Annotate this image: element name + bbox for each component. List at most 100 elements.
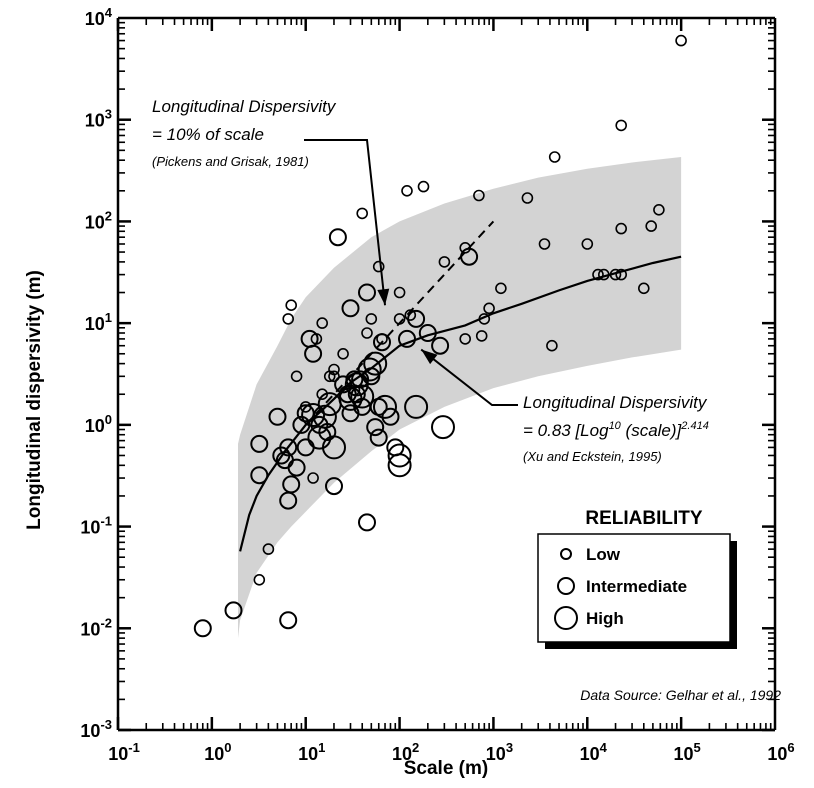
data-point-low <box>615 268 628 281</box>
data-point-intermediate <box>325 477 343 496</box>
data-point-low <box>483 302 495 315</box>
data-point-high <box>363 351 388 376</box>
fit-arrow-head <box>421 349 438 365</box>
annotation-fit-eq-pre: = 0.83 [Log <box>523 421 609 440</box>
data-point-low <box>495 282 507 295</box>
data-point-low <box>548 151 561 163</box>
tick-labels: 10-1 100 101 102 103 104 105 10610-310-210-1100… <box>80 5 794 764</box>
data-points <box>193 34 687 638</box>
data-point-low <box>328 363 340 376</box>
data-point-intermediate <box>418 324 437 342</box>
y-tick-label-exp: 0 <box>105 412 112 427</box>
data-point-intermediate <box>318 423 337 441</box>
data-point-low <box>581 238 594 250</box>
legend-marker-high <box>554 606 578 630</box>
data-point-low <box>653 204 665 216</box>
y-tick-label-base: 10 <box>85 111 105 131</box>
data-point-low <box>459 333 472 345</box>
x-tick-label-base: 10 <box>108 744 128 764</box>
x-axis-title: Scale (m) <box>404 758 488 779</box>
data-point-intermediate <box>334 375 353 394</box>
tick-marks <box>116 18 775 732</box>
data-point-intermediate <box>358 513 376 532</box>
y-tick-label-exp: 3 <box>105 107 112 122</box>
data-point-high <box>350 384 375 409</box>
ten-percent-arrow-line <box>304 139 387 306</box>
data-point-intermediate <box>341 299 360 318</box>
x-tick-label-exp: 0 <box>224 740 231 755</box>
legend-label-high: High <box>586 609 624 628</box>
legend-items: Low Intermediate High <box>554 545 687 630</box>
y-tick-label-base: 10 <box>85 212 105 232</box>
data-point-intermediate <box>341 404 360 423</box>
data-point-low <box>438 256 451 268</box>
data-point-intermediate <box>250 434 269 453</box>
data-point-low <box>282 313 295 325</box>
annotation-ten-percent-line1: Longitudinal Dispersivity <box>152 97 337 116</box>
x-tick-label-base: 10 <box>486 744 506 764</box>
data-point-high <box>373 394 397 419</box>
x-tick-label-base: 10 <box>767 744 787 764</box>
data-point-low <box>592 268 604 281</box>
data-point-low <box>478 313 491 325</box>
data-point-high <box>404 394 429 419</box>
x-tick-label: 104 <box>580 740 608 764</box>
data-point-low <box>307 472 319 484</box>
data-point-low <box>546 339 558 352</box>
x-tick-label-base: 10 <box>392 744 412 764</box>
data-point-high <box>312 404 337 429</box>
y-tick-label: 100 <box>85 412 112 436</box>
x-tick-label: 101 <box>298 740 325 764</box>
data-point-low <box>417 180 430 193</box>
data-point-intermediate <box>250 466 269 485</box>
data-point-low <box>538 238 551 250</box>
legend-title: RELIABILITY <box>585 508 702 529</box>
x-tick-label-exp: 3 <box>506 740 513 755</box>
data-point-intermediate <box>366 418 385 437</box>
data-point-intermediate <box>282 475 301 494</box>
y-tick-label-base: 10 <box>80 721 100 741</box>
data-point-low <box>597 268 610 281</box>
y-tick-label: 103 <box>85 107 112 131</box>
data-point-intermediate <box>224 601 243 620</box>
data-point-low <box>290 370 303 383</box>
x-tick-label-exp: 6 <box>787 740 794 755</box>
data-point-intermediate <box>328 228 347 247</box>
x-tick-label: 100 <box>204 740 231 764</box>
data-point-low <box>316 317 329 329</box>
data-point-low <box>393 313 406 325</box>
x-tick-label-base: 10 <box>580 744 600 764</box>
annotation-ten-percent-line2: = 10% of scale <box>152 125 264 144</box>
data-point-low <box>337 347 349 360</box>
legend-label-intermediate: Intermediate <box>586 577 687 596</box>
data-point-low <box>609 268 622 281</box>
data-point-low <box>372 260 385 273</box>
data-point-high <box>301 403 326 427</box>
data-point-low <box>675 34 687 47</box>
data-point-high <box>344 372 369 397</box>
data-point-intermediate <box>358 283 376 302</box>
y-tick-label-exp: 1 <box>105 310 112 325</box>
data-point-low <box>521 192 534 204</box>
data-point-low <box>328 370 340 383</box>
x-tick-label: 106 <box>767 740 794 764</box>
data-point-low <box>361 327 373 339</box>
data-point-intermediate <box>279 611 298 630</box>
x-tick-label-exp: 4 <box>600 740 608 755</box>
data-point-low <box>637 282 650 295</box>
x-tick-label-exp: -1 <box>128 740 140 755</box>
data-point-low <box>615 119 628 132</box>
data-point-intermediate <box>373 333 391 352</box>
legend: RELIABILITY Low Intermediate High <box>537 508 737 649</box>
y-tick-label-base: 10 <box>85 416 105 436</box>
y-tick-label-base: 10 <box>85 314 105 334</box>
legend-label-low: Low <box>586 545 621 564</box>
data-point-low <box>645 220 658 232</box>
ten-percent-arrow-head <box>377 288 390 306</box>
data-point-high <box>431 415 455 440</box>
data-point-intermediate <box>369 428 388 447</box>
annotation-fit-eq-sup1: 10 <box>609 420 622 432</box>
annotation-fit-eq-mid: (scale)] <box>621 421 683 440</box>
x-tick-label-exp: 2 <box>412 740 419 755</box>
